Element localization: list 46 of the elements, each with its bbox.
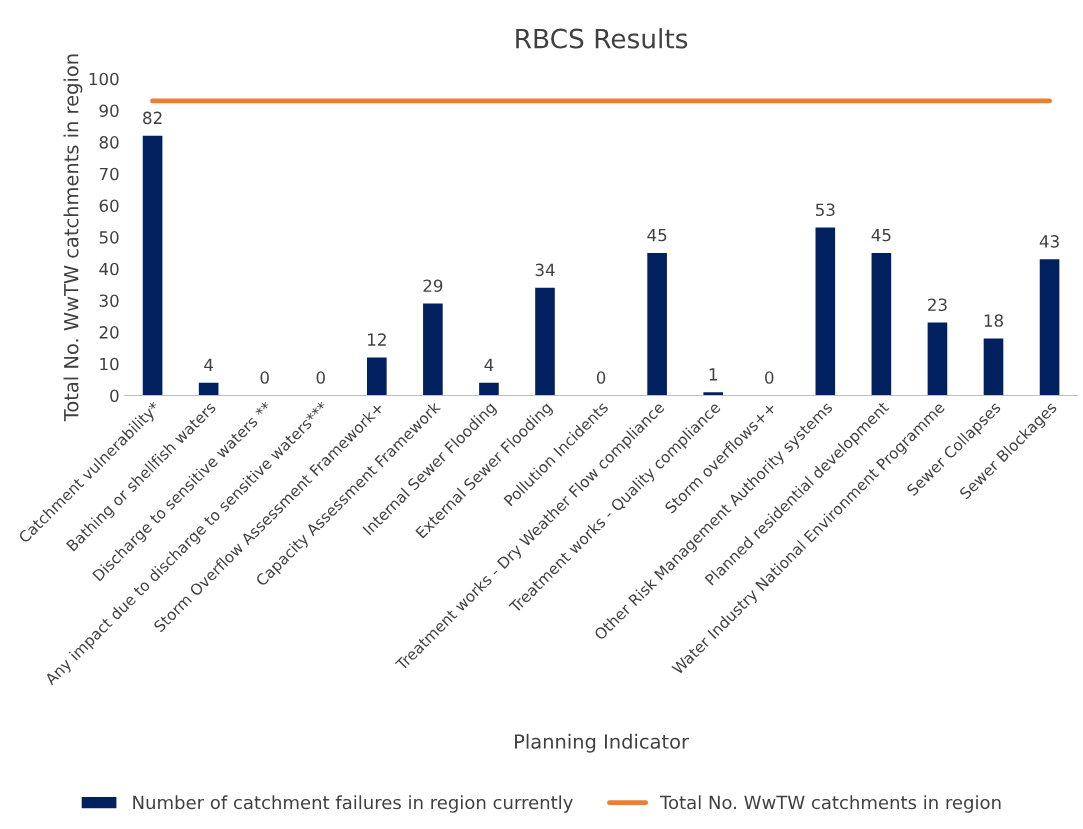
bar	[479, 382, 499, 396]
data-label: 29	[423, 279, 443, 293]
y-tick-label: 60	[99, 199, 119, 212]
bar	[535, 287, 555, 396]
data-label: 18	[984, 314, 1003, 327]
data-label: 82	[143, 111, 162, 125]
data-label: 1	[709, 368, 717, 381]
y-tick-label: 0	[110, 389, 119, 402]
data-label: 45	[647, 228, 667, 242]
bar	[142, 135, 163, 396]
data-label: 53	[815, 203, 835, 217]
bar	[423, 303, 443, 396]
y-tick-label: 10	[100, 357, 119, 371]
bar	[647, 252, 667, 396]
bar	[1039, 259, 1060, 396]
bar	[983, 338, 1004, 396]
data-label: 0	[316, 371, 325, 384]
bar	[927, 322, 948, 396]
y-tick-label: 90	[99, 104, 119, 117]
y-axis-title: Total No. WwTW catchments in region	[63, 54, 83, 422]
data-label: 34	[535, 263, 555, 277]
x-axis-title: Planning Indicator	[515, 733, 689, 753]
data-label: 0	[260, 371, 269, 384]
bar	[198, 382, 219, 396]
y-tick-label: 80	[99, 136, 119, 149]
y-tick-label: 100	[89, 72, 119, 86]
bar	[815, 227, 836, 396]
y-tick-label: 20	[99, 326, 119, 339]
data-label: 43	[1039, 235, 1059, 248]
data-label: 0	[765, 371, 774, 384]
data-label: 0	[596, 371, 606, 384]
chart-title: RBCS Results	[516, 28, 688, 49]
bar	[871, 252, 892, 396]
data-label: 23	[928, 298, 947, 312]
data-label: 4	[484, 358, 494, 371]
legend-label: Total No. WwTW catchments in region	[660, 795, 1001, 813]
bar	[367, 357, 387, 396]
y-tick-label: 50	[99, 231, 119, 244]
data-label: 45	[871, 228, 891, 242]
data-label: 12	[368, 333, 386, 346]
y-tick-label: 40	[99, 262, 119, 276]
y-tick-label: 30	[99, 294, 119, 307]
data-label: 4	[204, 358, 213, 371]
legend-label: Number of catchment failures in region currently	[133, 795, 573, 813]
y-tick-label: 70	[99, 167, 119, 181]
bar	[703, 392, 723, 396]
